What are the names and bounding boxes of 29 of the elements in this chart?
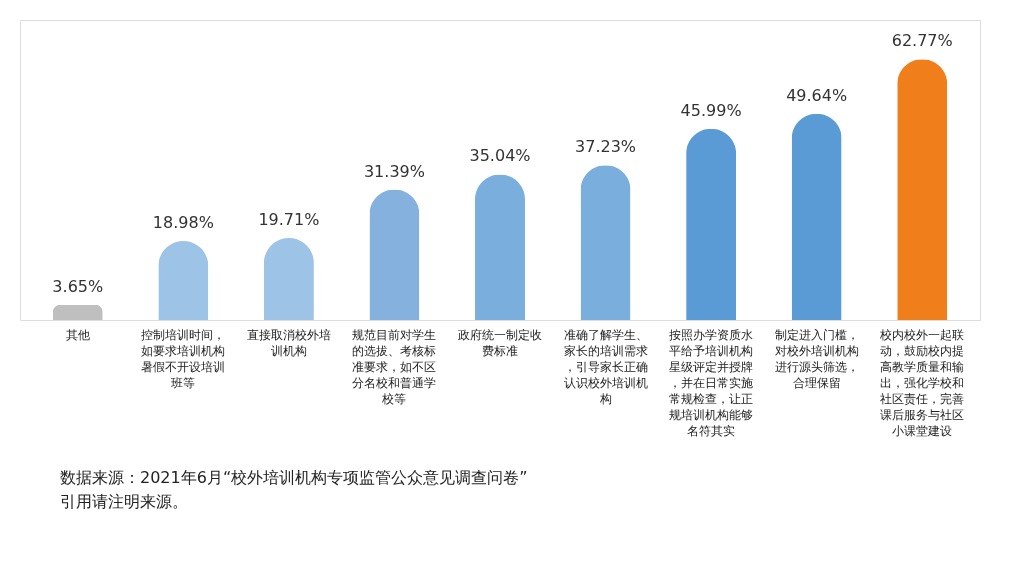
source-note: 数据来源：2021年6月“校外培训机构专项监管公众意见调查问卷”	[60, 468, 528, 487]
bar	[580, 165, 631, 320]
x-tick-label: 制定进入门槛，对校外培训机构进行源头筛选，合理保留	[774, 328, 859, 390]
bar	[897, 59, 948, 320]
bar	[475, 174, 525, 320]
x-tick-label: 准确了解学生、家长的培训需求，引导家长正确认识校外培训机构	[563, 328, 648, 406]
data-label: 49.64%	[786, 85, 848, 105]
data-label: 3.65%	[52, 276, 104, 296]
data-label: 45.99%	[680, 100, 742, 120]
x-tick-label: 按照办学资质水平给予培训机构星级评定并授牌，并在日常实施常规检查，让正规培训机构能够名符其实	[669, 328, 754, 438]
text: 引用请注明来源。	[60, 492, 188, 511]
bar	[791, 113, 842, 320]
x-tick-label: 控制培训时间，如要求培训机构暑假不开设培训班等	[141, 328, 226, 390]
data-label: 35.04%	[469, 146, 531, 166]
data-label: 62.77%	[891, 31, 953, 51]
data-label: 37.23%	[575, 137, 637, 157]
x-tick-label: 规范目前对学生的选拔、考核标准要求，如不区分名校和普通学校等	[352, 328, 437, 406]
bar	[158, 241, 209, 320]
data-label: 31.39%	[363, 161, 425, 181]
bar	[263, 238, 314, 320]
data-label: 19.71%	[258, 210, 320, 230]
x-tick-label: 其他	[65, 328, 90, 342]
x-tick-label: 直接取消校外培训机构	[246, 328, 331, 358]
x-tick-label: 校内校外一起联动，鼓励校内提高教学质量和输出，强化学校和社区责任，完善课后服务与社区小课堂建设	[879, 328, 965, 438]
bar	[686, 128, 737, 320]
x-tick-label: 政府统一制定收费标准	[458, 328, 542, 358]
data-label: 18.98%	[152, 213, 214, 233]
bar	[52, 304, 103, 320]
bar	[369, 189, 420, 320]
